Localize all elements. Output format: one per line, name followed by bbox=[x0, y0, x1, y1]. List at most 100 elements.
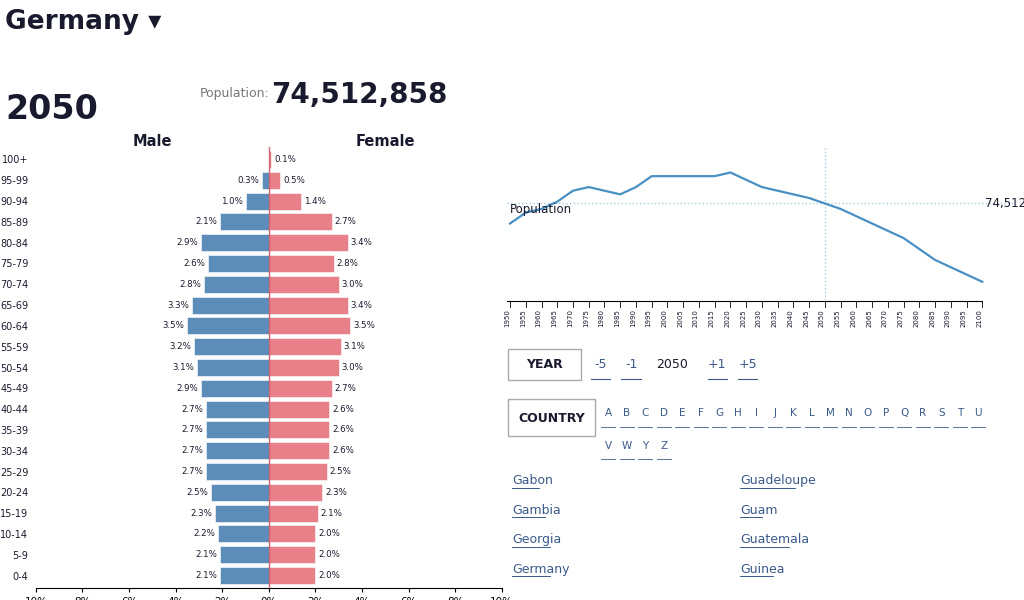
Bar bbox=[204, 276, 268, 293]
Text: 2055: 2055 bbox=[835, 310, 841, 327]
Text: 3.4%: 3.4% bbox=[351, 301, 373, 310]
Text: 2.8%: 2.8% bbox=[179, 280, 201, 289]
Text: 2.6%: 2.6% bbox=[183, 259, 206, 268]
Text: +1: +1 bbox=[708, 358, 726, 371]
Text: 2.0%: 2.0% bbox=[318, 550, 340, 559]
Text: 2.2%: 2.2% bbox=[193, 529, 215, 538]
Bar bbox=[215, 505, 268, 521]
Text: 2005: 2005 bbox=[677, 310, 683, 327]
Text: 0.1%: 0.1% bbox=[274, 155, 296, 164]
Text: 2015: 2015 bbox=[709, 310, 715, 327]
Text: 2040: 2040 bbox=[787, 310, 794, 327]
Bar bbox=[268, 296, 348, 314]
Text: 1960: 1960 bbox=[536, 310, 542, 328]
Text: 2.1%: 2.1% bbox=[196, 571, 217, 580]
Bar bbox=[268, 359, 339, 376]
Text: R: R bbox=[920, 408, 927, 418]
Text: Guatemala: Guatemala bbox=[740, 533, 809, 547]
Text: 3.5%: 3.5% bbox=[353, 322, 375, 331]
Text: 2.6%: 2.6% bbox=[332, 446, 354, 455]
Text: K: K bbox=[790, 408, 797, 418]
Text: 3.3%: 3.3% bbox=[167, 301, 189, 310]
Text: 1970: 1970 bbox=[567, 310, 573, 328]
Text: 1980: 1980 bbox=[598, 310, 604, 328]
Text: T: T bbox=[956, 408, 963, 418]
Text: A: A bbox=[605, 408, 611, 418]
Text: Population:: Population: bbox=[200, 87, 269, 100]
Text: 2.7%: 2.7% bbox=[335, 384, 356, 393]
Text: 2080: 2080 bbox=[913, 310, 920, 328]
Bar bbox=[268, 276, 339, 293]
Text: 2085: 2085 bbox=[929, 310, 935, 327]
Bar bbox=[197, 359, 268, 376]
Text: 3.5%: 3.5% bbox=[163, 322, 184, 331]
Text: Female: Female bbox=[355, 134, 415, 149]
Text: W: W bbox=[622, 440, 632, 451]
Text: 3.4%: 3.4% bbox=[351, 238, 373, 247]
Text: 2075: 2075 bbox=[898, 310, 903, 327]
Bar bbox=[206, 421, 268, 439]
Bar bbox=[246, 193, 268, 209]
Text: 2.5%: 2.5% bbox=[330, 467, 351, 476]
Bar bbox=[202, 234, 268, 251]
Text: 2090: 2090 bbox=[945, 310, 951, 328]
Text: YEAR: YEAR bbox=[526, 358, 563, 371]
Text: 2020: 2020 bbox=[724, 310, 730, 327]
Text: 2.7%: 2.7% bbox=[181, 446, 203, 455]
Text: 0.3%: 0.3% bbox=[238, 176, 259, 185]
FancyBboxPatch shape bbox=[508, 349, 582, 380]
Text: COUNTRY: COUNTRY bbox=[518, 412, 585, 425]
Text: Guam: Guam bbox=[740, 504, 777, 517]
Text: 2035: 2035 bbox=[772, 310, 777, 327]
Text: 2050: 2050 bbox=[655, 358, 687, 371]
Text: Guinea: Guinea bbox=[740, 563, 784, 576]
Text: 2095: 2095 bbox=[961, 310, 967, 327]
Bar bbox=[262, 172, 268, 189]
Bar bbox=[208, 255, 268, 272]
Text: 3.1%: 3.1% bbox=[344, 342, 366, 351]
Bar bbox=[217, 526, 268, 542]
Text: 2.3%: 2.3% bbox=[190, 509, 212, 518]
Text: 1995: 1995 bbox=[646, 310, 651, 328]
Text: 2.7%: 2.7% bbox=[335, 217, 356, 226]
Bar bbox=[268, 255, 334, 272]
Bar bbox=[268, 442, 330, 459]
Text: 1.4%: 1.4% bbox=[304, 197, 326, 206]
Text: +5: +5 bbox=[738, 358, 757, 371]
Bar bbox=[268, 505, 317, 521]
Text: 2.1%: 2.1% bbox=[196, 217, 217, 226]
Text: 1975: 1975 bbox=[583, 310, 589, 328]
Bar bbox=[268, 234, 348, 251]
Bar bbox=[268, 567, 315, 584]
Bar bbox=[268, 546, 315, 563]
Bar bbox=[268, 421, 330, 439]
Text: M: M bbox=[825, 408, 835, 418]
Bar bbox=[187, 317, 268, 334]
Text: 74,512,858: 74,512,858 bbox=[985, 197, 1024, 210]
Text: Georgia: Georgia bbox=[512, 533, 561, 547]
Bar bbox=[268, 380, 332, 397]
Text: G: G bbox=[715, 408, 723, 418]
Text: Male: Male bbox=[132, 134, 172, 149]
Text: N: N bbox=[845, 408, 853, 418]
Text: 74,512,858: 74,512,858 bbox=[271, 81, 447, 109]
Text: Germany ▾: Germany ▾ bbox=[5, 9, 162, 35]
Bar bbox=[211, 484, 268, 501]
Bar bbox=[220, 214, 268, 230]
Text: 0.5%: 0.5% bbox=[284, 176, 305, 185]
Text: 2050: 2050 bbox=[819, 310, 825, 327]
Text: 2.9%: 2.9% bbox=[177, 384, 199, 393]
Text: L: L bbox=[809, 408, 815, 418]
Text: 3.1%: 3.1% bbox=[172, 363, 194, 372]
Bar bbox=[268, 401, 330, 418]
Text: Guadeloupe: Guadeloupe bbox=[740, 474, 816, 487]
Bar bbox=[268, 214, 332, 230]
Text: H: H bbox=[734, 408, 741, 418]
Text: 1950: 1950 bbox=[504, 310, 510, 328]
Text: 1955: 1955 bbox=[520, 310, 525, 327]
Bar bbox=[268, 193, 301, 209]
Text: 2.7%: 2.7% bbox=[181, 467, 203, 476]
Text: 2.0%: 2.0% bbox=[318, 529, 340, 538]
Bar bbox=[206, 442, 268, 459]
Text: -1: -1 bbox=[625, 358, 637, 371]
